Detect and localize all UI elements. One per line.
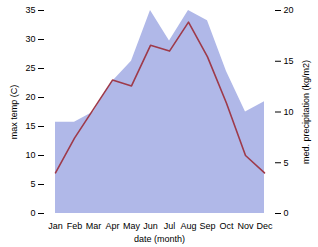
svg-text:35: 35 [25,5,35,15]
svg-text:date (month): date (month) [134,234,185,244]
svg-text:20: 20 [25,92,35,102]
svg-text:Mar: Mar [86,221,102,231]
svg-text:10: 10 [284,107,294,117]
svg-text:Feb: Feb [67,221,83,231]
svg-text:Aug: Aug [180,221,196,231]
svg-text:Jul: Jul [164,221,176,231]
svg-text:15: 15 [25,121,35,131]
svg-text:max temp (C): max temp (C) [9,85,19,140]
svg-text:0: 0 [284,208,289,218]
svg-text:10: 10 [25,150,35,160]
svg-text:Sep: Sep [199,221,215,231]
svg-text:5: 5 [284,158,289,168]
svg-text:20: 20 [284,5,294,15]
svg-text:25: 25 [25,63,35,73]
svg-text:Jun: Jun [143,221,158,231]
svg-text:Apr: Apr [105,221,119,231]
svg-text:May: May [123,221,141,231]
svg-text:Jan: Jan [48,221,63,231]
svg-text:0: 0 [30,208,35,218]
svg-text:5: 5 [30,179,35,189]
svg-text:Dec: Dec [256,221,273,231]
svg-text:med. precipitation (kg/m2): med. precipitation (kg/m2) [301,60,311,164]
svg-text:Oct: Oct [219,221,234,231]
svg-text:30: 30 [25,34,35,44]
svg-text:15: 15 [284,56,294,66]
svg-text:Nov: Nov [237,221,254,231]
